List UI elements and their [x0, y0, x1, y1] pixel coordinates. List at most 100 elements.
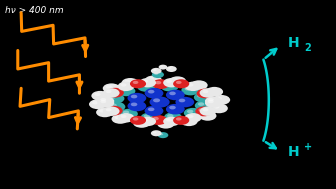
Circle shape — [121, 78, 139, 88]
Circle shape — [151, 130, 162, 136]
Circle shape — [155, 81, 161, 84]
Circle shape — [151, 68, 162, 74]
Circle shape — [106, 93, 124, 104]
Circle shape — [153, 131, 157, 133]
Circle shape — [103, 83, 120, 93]
Circle shape — [158, 132, 168, 138]
Circle shape — [175, 97, 194, 107]
Circle shape — [112, 114, 129, 124]
Circle shape — [200, 90, 206, 94]
Circle shape — [148, 108, 155, 111]
Circle shape — [163, 117, 180, 126]
Circle shape — [187, 110, 193, 113]
Circle shape — [185, 82, 202, 91]
Circle shape — [198, 102, 204, 106]
Circle shape — [172, 78, 178, 81]
Circle shape — [107, 102, 125, 112]
Circle shape — [120, 88, 127, 91]
Circle shape — [213, 105, 219, 108]
Circle shape — [157, 119, 174, 129]
Circle shape — [150, 96, 170, 108]
Circle shape — [164, 112, 182, 122]
Circle shape — [206, 87, 223, 97]
Circle shape — [139, 117, 156, 126]
Circle shape — [195, 101, 213, 111]
Circle shape — [160, 133, 163, 135]
Circle shape — [121, 115, 126, 118]
Circle shape — [125, 80, 131, 83]
Circle shape — [118, 82, 134, 91]
Circle shape — [100, 100, 106, 103]
Circle shape — [185, 113, 202, 122]
Circle shape — [133, 117, 138, 121]
Circle shape — [210, 103, 228, 113]
Circle shape — [91, 91, 109, 101]
Circle shape — [202, 113, 208, 116]
Circle shape — [184, 108, 202, 118]
Circle shape — [208, 100, 214, 103]
Circle shape — [205, 98, 222, 108]
Circle shape — [108, 108, 114, 111]
Circle shape — [166, 80, 172, 83]
Circle shape — [167, 114, 173, 118]
Circle shape — [144, 114, 150, 118]
Circle shape — [127, 101, 146, 111]
Circle shape — [173, 79, 189, 88]
Circle shape — [176, 117, 181, 121]
Circle shape — [193, 82, 199, 85]
Circle shape — [133, 118, 151, 128]
Circle shape — [169, 106, 176, 109]
Circle shape — [179, 99, 185, 102]
Circle shape — [144, 88, 163, 98]
Circle shape — [208, 98, 214, 101]
Circle shape — [120, 109, 138, 119]
Circle shape — [103, 88, 120, 98]
Circle shape — [136, 120, 142, 123]
Circle shape — [92, 101, 98, 105]
Circle shape — [142, 80, 148, 83]
Circle shape — [203, 90, 208, 93]
Circle shape — [176, 81, 181, 84]
Circle shape — [169, 76, 186, 86]
Circle shape — [110, 95, 116, 99]
Circle shape — [188, 115, 194, 118]
Circle shape — [106, 85, 112, 89]
Text: +: + — [304, 142, 312, 152]
Text: 2: 2 — [304, 43, 311, 53]
Circle shape — [121, 83, 126, 87]
Circle shape — [145, 76, 162, 85]
Circle shape — [166, 104, 185, 115]
Circle shape — [131, 103, 137, 106]
Circle shape — [117, 86, 135, 96]
Circle shape — [123, 111, 129, 114]
Circle shape — [160, 66, 163, 67]
Circle shape — [199, 111, 216, 121]
Circle shape — [194, 92, 212, 102]
Circle shape — [153, 117, 159, 120]
Circle shape — [107, 88, 124, 98]
Circle shape — [130, 79, 146, 88]
Circle shape — [198, 108, 205, 112]
Circle shape — [209, 89, 215, 92]
Circle shape — [154, 72, 158, 75]
Circle shape — [190, 80, 208, 90]
Circle shape — [188, 83, 194, 87]
Text: H: H — [287, 36, 299, 50]
Circle shape — [140, 83, 146, 87]
Circle shape — [96, 107, 114, 117]
Circle shape — [110, 90, 116, 93]
Circle shape — [159, 65, 167, 70]
Circle shape — [213, 95, 230, 105]
Circle shape — [130, 116, 146, 125]
Circle shape — [100, 98, 106, 101]
Circle shape — [103, 106, 120, 116]
Circle shape — [133, 81, 138, 84]
Circle shape — [183, 118, 190, 122]
Circle shape — [168, 67, 172, 69]
Circle shape — [140, 113, 159, 123]
Circle shape — [180, 116, 198, 126]
Circle shape — [166, 90, 185, 100]
Circle shape — [97, 96, 114, 106]
Circle shape — [197, 94, 203, 98]
Circle shape — [160, 121, 166, 124]
